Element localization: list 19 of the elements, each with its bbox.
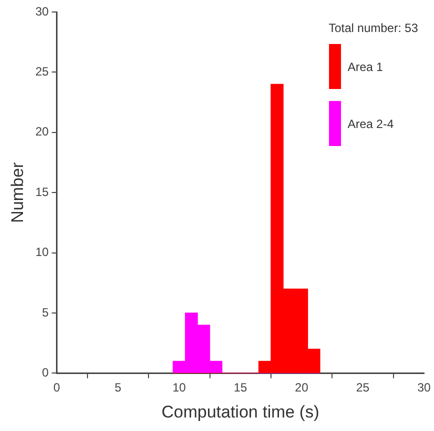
x-tick-label: 30 — [417, 380, 431, 395]
y-tick-label: 20 — [35, 124, 50, 139]
x-tick-label: 25 — [356, 380, 370, 395]
y-tick-label: 15 — [35, 184, 50, 199]
x-axis-title: Computation time (s) — [161, 402, 320, 422]
y-tick-label: 25 — [35, 64, 50, 79]
x-tick-label: 15 — [234, 380, 248, 395]
x-tick-label: 10 — [172, 380, 186, 395]
text: Area 2-4 — [348, 116, 394, 130]
legend-title: Total number: 53 — [328, 21, 418, 35]
y-tick-label: 30 — [35, 4, 50, 18]
y-tick-label: 5 — [42, 305, 50, 320]
text: Area 1 — [348, 60, 383, 74]
y-axis-title: Number — [8, 162, 27, 223]
y-tick-label: 0 — [42, 366, 50, 380]
x-tick-label: 5 — [114, 380, 122, 395]
y-tick-label: 10 — [35, 245, 50, 260]
x-tick-label: 0 — [53, 380, 60, 395]
x-tick-label: 20 — [294, 380, 309, 395]
